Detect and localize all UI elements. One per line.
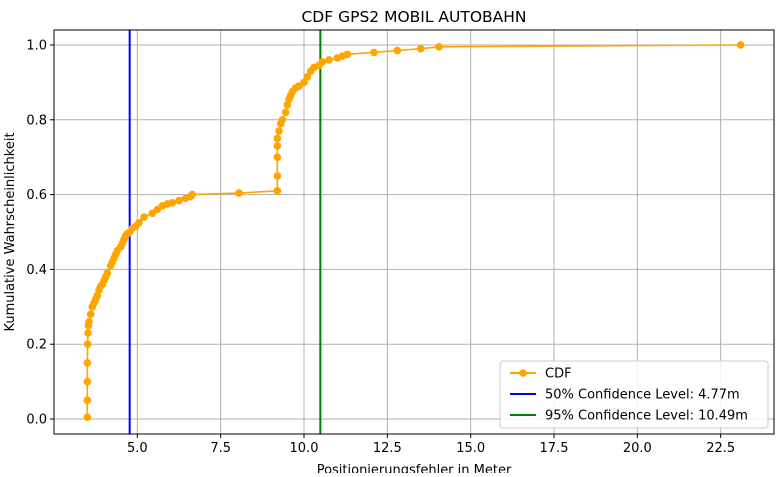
x-tick-label: 7.5 xyxy=(210,441,231,456)
data-point xyxy=(273,153,282,161)
x-tick-label: 12.5 xyxy=(373,441,402,456)
x-tick-label: 17.5 xyxy=(540,441,569,456)
y-axis-label: Kumulative Wahrscheinlichkeit xyxy=(3,132,18,331)
data-point xyxy=(83,377,92,386)
data-point xyxy=(103,269,112,277)
legend-label: 95% Confidence Level: 10.49m xyxy=(545,409,748,424)
x-tick-label: 20.0 xyxy=(623,441,652,456)
data-point xyxy=(235,189,243,197)
legend: CDF 50% Confidence Level: 4.77m 95% Confid… xyxy=(499,360,769,429)
data-point xyxy=(83,359,92,367)
plot-frame xyxy=(53,29,775,435)
data-point xyxy=(736,41,745,49)
data-point xyxy=(273,142,282,150)
y-tick-label: 0.6 xyxy=(26,188,47,203)
data-point xyxy=(370,48,378,57)
legend-label: 50% Confidence Level: 4.77m xyxy=(545,388,740,403)
legend-marker xyxy=(519,369,527,377)
data-point xyxy=(318,57,327,66)
legend-box xyxy=(499,360,769,429)
y-tick-label: 1.0 xyxy=(26,38,47,53)
data-point xyxy=(281,108,290,117)
x-tick-label: 22.5 xyxy=(706,441,735,456)
data-point xyxy=(188,190,197,199)
data-point xyxy=(393,46,402,55)
data-point xyxy=(84,329,92,337)
data-point xyxy=(325,56,333,64)
x-axis-label: Positionierungsfehler in Meter xyxy=(317,463,512,473)
data-point xyxy=(273,134,282,143)
data-point xyxy=(273,187,282,195)
data-point xyxy=(435,43,443,51)
chart-title: CDF GPS2 MOBIL AUTOBAHN xyxy=(301,8,526,26)
data-point xyxy=(83,413,92,421)
data-point xyxy=(175,196,183,205)
y-tick-label: 0.4 xyxy=(26,263,47,278)
data-point xyxy=(416,44,425,53)
series-layer xyxy=(83,41,745,421)
data-point xyxy=(140,213,148,221)
y-tick-label: 0.2 xyxy=(26,338,47,353)
x-tick-label: 15.0 xyxy=(456,441,485,456)
data-point xyxy=(85,317,93,326)
data-point xyxy=(343,50,352,59)
data-point xyxy=(83,340,92,349)
data-point xyxy=(300,78,308,87)
data-point xyxy=(83,396,92,405)
data-point xyxy=(303,72,312,81)
x-tick-label: 5.0 xyxy=(127,441,148,456)
x-tick-label: 10.0 xyxy=(290,441,319,456)
data-point xyxy=(168,199,177,207)
data-point xyxy=(275,127,283,135)
y-tick-label: 0.0 xyxy=(26,413,47,428)
data-point xyxy=(278,115,287,124)
data-point xyxy=(135,218,143,227)
tick-layer: 5.0 7.5 10.0 12.5 15.0 17.5 20.0 22.5 0.0 0.2 0.4 0… xyxy=(26,38,735,456)
data-point xyxy=(273,172,282,180)
data-point xyxy=(86,310,95,319)
legend-label: CDF xyxy=(545,367,572,382)
y-tick-label: 0.8 xyxy=(26,113,47,128)
